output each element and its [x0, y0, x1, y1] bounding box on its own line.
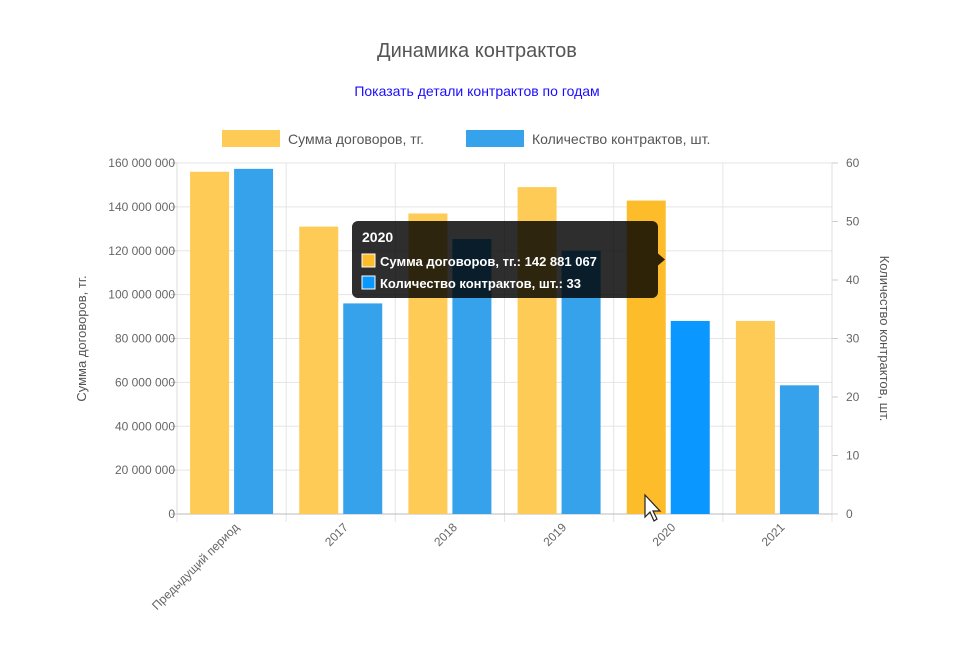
y-right-axis-title: Количество контрактов, шт.: [877, 256, 892, 422]
bar-count[interactable]: [779, 385, 819, 514]
bars: [190, 168, 819, 515]
bar-count[interactable]: [234, 168, 274, 514]
y-right-tick-label: 30: [846, 332, 860, 346]
bar-sum[interactable]: [735, 320, 775, 514]
y-right-tick-label: 60: [846, 156, 860, 170]
y-right-tick-label: 50: [846, 215, 860, 229]
x-tick-label: 2018: [431, 520, 460, 549]
bar-sum[interactable]: [299, 226, 339, 514]
x-tick-label: 2020: [650, 520, 679, 549]
y-right-tick-label: 20: [846, 390, 860, 404]
y-left-tick-label: 40 000 000: [115, 419, 175, 433]
bar-sum[interactable]: [190, 171, 230, 514]
y-left-tick-label: 80 000 000: [115, 332, 175, 346]
tooltip-title: 2020: [362, 229, 393, 245]
y-right-tick-label: 10: [846, 449, 860, 463]
y-left-tick-label: 100 000 000: [108, 288, 175, 302]
tooltip-swatch-sum: [361, 253, 376, 268]
y-right-tick-label: 40: [846, 273, 860, 287]
y-left-tick-label: 140 000 000: [108, 200, 175, 214]
y-left-tick-label: 160 000 000: [108, 156, 175, 170]
chart-title: Динамика контрактов: [377, 40, 577, 62]
y-left-tick-label: 60 000 000: [115, 375, 175, 389]
tooltip-box: [352, 221, 658, 298]
y-left-axis-title: Сумма договоров, тг.: [74, 275, 89, 401]
tooltip: 2020 Сумма договоров, тг.: 142 881 067 Кол…: [352, 221, 665, 298]
legend-label-count[interactable]: Количество контрактов, шт.: [532, 131, 710, 147]
bar-count[interactable]: [670, 320, 710, 514]
x-tick-label: 2021: [759, 520, 788, 549]
grid-lines: [176, 162, 833, 522]
tooltip-caret: [658, 253, 665, 266]
legend-swatch-sum[interactable]: [222, 130, 280, 147]
x-tick-label: 2019: [540, 520, 569, 549]
bar-count[interactable]: [343, 303, 383, 514]
legend-swatch-count[interactable]: [466, 130, 524, 147]
x-tick-label: 2017: [322, 520, 351, 549]
y-left-tick-label: 120 000 000: [108, 244, 175, 258]
y-right-tick-label: 0: [846, 507, 853, 521]
y-left-tick-label: 0: [168, 507, 175, 521]
legend: Сумма договоров, тг. Количество контракто…: [222, 130, 710, 147]
tooltip-line-count: Количество контрактов, шт.: 33: [380, 276, 581, 291]
show-details-link[interactable]: Показать детали контрактов по годам: [354, 83, 600, 99]
legend-label-sum[interactable]: Сумма договоров, тг.: [288, 131, 424, 147]
y-left-tick-label: 20 000 000: [115, 463, 175, 477]
x-tick-label: Предыдущий период: [149, 520, 242, 613]
tooltip-swatch-count: [361, 275, 376, 290]
tooltip-line-sum: Сумма договоров, тг.: 142 881 067: [380, 254, 597, 269]
mouse-cursor-icon: [644, 493, 662, 522]
